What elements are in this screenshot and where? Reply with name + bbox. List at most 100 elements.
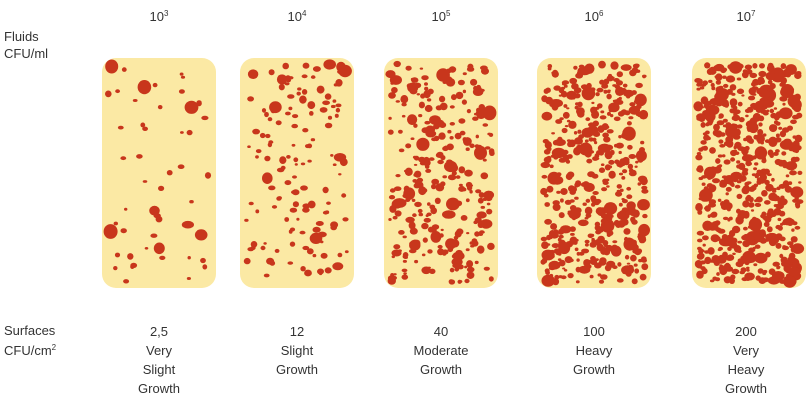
- colony-dot: [737, 101, 743, 107]
- colony-dot: [265, 133, 271, 139]
- colony-dot: [541, 241, 549, 249]
- colony-dot: [790, 156, 798, 163]
- colony-dot: [449, 105, 455, 109]
- colony-dot: [280, 165, 286, 170]
- colony-dot: [159, 255, 166, 260]
- colony-dot: [262, 172, 273, 184]
- colony-dot: [157, 105, 163, 110]
- colony-dot: [555, 119, 563, 124]
- colony-dot: [722, 124, 727, 128]
- colony-dot: [463, 137, 472, 146]
- colony-dot: [427, 226, 435, 233]
- colony-dot: [200, 257, 206, 264]
- colony-dot: [625, 210, 631, 216]
- colony-dot: [469, 143, 475, 149]
- colony-dot: [402, 193, 410, 199]
- colony-dot: [626, 121, 632, 126]
- colony-dot: [144, 247, 149, 250]
- colony-dot: [549, 173, 553, 176]
- colony-dot: [636, 104, 642, 110]
- colony-dot: [103, 224, 118, 239]
- colony-dot: [475, 189, 482, 194]
- colony-dot: [268, 140, 274, 144]
- colony-dot: [733, 114, 741, 121]
- colony-dot: [300, 266, 306, 272]
- exp-base: 10: [736, 9, 751, 24]
- colony-dot: [447, 246, 454, 253]
- colony-dot: [703, 104, 710, 109]
- colony-dot: [624, 110, 631, 116]
- colony-dot: [746, 266, 750, 270]
- colony-dot: [301, 74, 308, 79]
- colony-dot: [775, 203, 784, 210]
- colony-dot: [641, 256, 647, 261]
- colony-dot: [291, 143, 296, 147]
- colony-dot: [754, 199, 758, 203]
- colony-dot: [591, 101, 595, 105]
- colony-dot: [737, 240, 743, 244]
- colony-dot: [702, 243, 706, 247]
- colony-dot: [488, 191, 493, 195]
- colony-dot: [726, 254, 735, 261]
- colony-dot: [600, 218, 606, 224]
- colony-dot: [557, 136, 563, 141]
- colony-dot: [795, 71, 802, 76]
- colony-dot: [484, 174, 488, 178]
- colony-dot: [586, 158, 593, 164]
- colony-dot: [424, 86, 429, 91]
- colony-dot: [615, 223, 622, 229]
- colony-dot: [626, 262, 631, 265]
- colony-dot: [130, 262, 138, 268]
- colony-dot: [575, 72, 583, 79]
- colony-dot: [337, 252, 343, 258]
- colony-dot: [277, 74, 284, 81]
- colony-dot: [626, 186, 632, 191]
- colony-dot: [768, 208, 774, 212]
- colony-dot: [607, 89, 611, 92]
- colony-dot: [411, 77, 419, 83]
- exp-base: 10: [584, 9, 599, 24]
- colony-dot: [790, 246, 798, 253]
- colony-dot: [756, 133, 762, 139]
- colony-dot: [781, 151, 787, 156]
- colony-dot: [447, 174, 457, 181]
- colony-dot: [393, 186, 402, 191]
- colony-dot: [300, 185, 308, 191]
- colony-dot: [319, 272, 323, 276]
- colony-dot: [616, 184, 622, 189]
- colony-dot: [750, 185, 757, 191]
- colony-dot: [545, 251, 553, 257]
- colony-dot: [568, 209, 581, 220]
- colony-dot: [796, 202, 801, 206]
- colony-dot: [615, 142, 624, 149]
- colony-dot: [783, 276, 790, 282]
- colony-dot: [338, 173, 342, 176]
- colony-dot: [758, 89, 771, 98]
- colony-dot: [768, 192, 778, 201]
- colony-dot: [600, 274, 608, 280]
- colony-dot: [763, 168, 770, 175]
- colony-dot: [561, 90, 568, 98]
- colony-dot: [773, 107, 778, 110]
- colony-dot: [120, 228, 127, 234]
- colony-dot: [603, 202, 618, 215]
- colony-dot: [259, 132, 266, 139]
- colony-dot: [785, 217, 793, 223]
- colony-dot: [723, 159, 731, 165]
- colony-dot: [771, 187, 777, 191]
- colony-dot: [560, 188, 568, 195]
- colony-dot: [541, 174, 548, 179]
- colony-dot: [448, 66, 457, 73]
- colony-dot: [729, 84, 737, 91]
- colony-dot: [114, 252, 121, 258]
- colony-dot: [613, 116, 621, 122]
- colony-dot: [330, 104, 336, 109]
- colony-dot: [404, 169, 408, 173]
- colony-dot: [413, 163, 418, 166]
- colony-dot: [465, 147, 470, 151]
- colony-dot: [307, 101, 316, 110]
- colony-dot: [405, 143, 412, 149]
- colony-dot: [612, 265, 618, 270]
- colony-dot: [719, 132, 726, 137]
- colony-dot: [731, 268, 740, 275]
